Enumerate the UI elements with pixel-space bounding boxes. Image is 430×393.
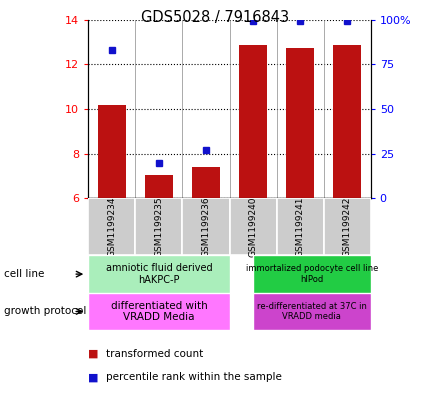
- Bar: [98, 105, 126, 198]
- Text: cell line: cell line: [4, 269, 45, 279]
- Text: differentiated with
VRADD Media: differentiated with VRADD Media: [111, 301, 207, 322]
- Bar: [88, 198, 135, 255]
- Bar: [229, 198, 276, 255]
- Text: GSM1199242: GSM1199242: [342, 197, 351, 257]
- Text: re-differentiated at 37C in
VRADD media: re-differentiated at 37C in VRADD media: [256, 302, 366, 321]
- Bar: [276, 198, 323, 255]
- Bar: [88, 293, 229, 330]
- Bar: [252, 255, 370, 293]
- Bar: [135, 198, 182, 255]
- Text: immortalized podocyte cell line
hIPod: immortalized podocyte cell line hIPod: [245, 264, 377, 284]
- Text: GDS5028 / 7916843: GDS5028 / 7916843: [141, 10, 289, 25]
- Text: transformed count: transformed count: [105, 349, 203, 359]
- Text: ■: ■: [88, 372, 102, 382]
- Text: GSM1199240: GSM1199240: [248, 197, 257, 257]
- Text: growth protocol: growth protocol: [4, 307, 86, 316]
- Bar: [238, 45, 267, 198]
- Bar: [191, 167, 220, 198]
- Text: percentile rank within the sample: percentile rank within the sample: [105, 372, 281, 382]
- Text: ■: ■: [88, 349, 102, 359]
- Bar: [332, 45, 360, 198]
- Bar: [252, 293, 370, 330]
- Bar: [88, 255, 229, 293]
- Text: GSM1199235: GSM1199235: [154, 196, 163, 257]
- Bar: [144, 175, 173, 198]
- Text: amniotic fluid derived
hAKPC-P: amniotic fluid derived hAKPC-P: [105, 263, 212, 285]
- Bar: [182, 198, 229, 255]
- Text: GSM1199241: GSM1199241: [295, 197, 304, 257]
- Bar: [323, 198, 370, 255]
- Text: GSM1199234: GSM1199234: [107, 197, 116, 257]
- Text: GSM1199236: GSM1199236: [201, 196, 210, 257]
- Bar: [286, 48, 313, 198]
